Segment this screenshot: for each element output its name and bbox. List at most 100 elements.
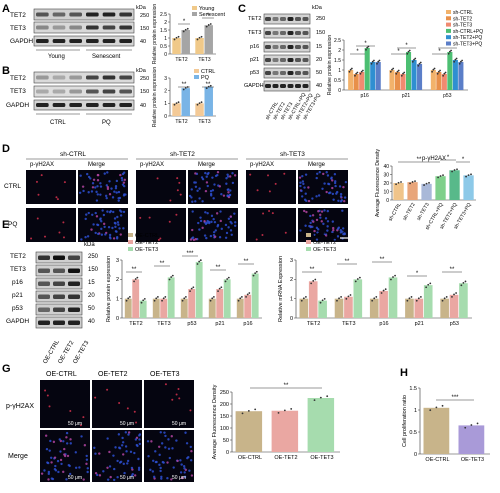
blot-band (119, 12, 132, 17)
legend-swatch (194, 75, 199, 79)
y-tick-label: 0 (116, 316, 119, 322)
nucleus (228, 175, 232, 178)
x-tick-label: TET3 (342, 321, 355, 327)
nucleus (216, 171, 220, 174)
nucleus (198, 228, 201, 231)
nucleus (159, 466, 162, 470)
data-point (415, 299, 418, 302)
nucleus (336, 235, 340, 238)
blot-strip (263, 27, 311, 39)
nucleus (124, 445, 128, 448)
blot-band (52, 12, 66, 17)
nucleus (83, 444, 87, 447)
blot-band (52, 25, 66, 30)
data-point (373, 59, 375, 62)
nucleus (134, 438, 138, 441)
nucleus (155, 460, 158, 464)
x-tick-label: p53 (443, 93, 452, 99)
blot-band (69, 39, 82, 43)
x-tick-label: OE-TET3 (310, 455, 333, 461)
column-header: sh-TET3 (280, 151, 305, 158)
y-axis-label: Relative protein expression (152, 67, 158, 128)
nucleus (96, 473, 99, 477)
bar (447, 52, 453, 90)
blot-band (69, 89, 82, 94)
nucleus (108, 180, 111, 183)
nucleus (307, 199, 311, 203)
nucleus (319, 213, 322, 217)
y-axis-label: Relative mRNA Expression (278, 256, 284, 322)
bar (452, 60, 458, 90)
data-point (359, 72, 362, 75)
y-axis-label: Average Fluorescence Density (212, 384, 218, 459)
bar (172, 103, 181, 116)
nucleus (171, 447, 174, 450)
legend-swatch (446, 10, 451, 14)
data-point (237, 299, 240, 302)
bar (204, 86, 213, 116)
nucleus (302, 182, 305, 186)
kda-mark: 40 (316, 83, 322, 89)
x-tick-label: TET2 (175, 57, 187, 63)
blot-band (68, 294, 80, 299)
y-tick-label: 1 (290, 296, 293, 302)
y-tick-label: 250 (220, 390, 229, 396)
bar (414, 298, 424, 318)
nucleus (323, 209, 326, 212)
nucleus (210, 220, 213, 224)
blot-band (272, 31, 279, 35)
data-point (161, 299, 163, 302)
nucleus (220, 193, 223, 196)
nucleus (47, 470, 51, 474)
bar (359, 72, 365, 90)
nucleus (133, 410, 136, 413)
nucleus (333, 238, 337, 242)
blot-band (119, 25, 132, 30)
nucleus (133, 451, 136, 455)
nucleus (206, 219, 209, 223)
legend-label: sh-TET3 (453, 23, 472, 29)
data-point (136, 276, 139, 279)
blot-band (53, 281, 65, 286)
nucleus (108, 233, 112, 237)
column-header: sh-CTRL (60, 151, 86, 158)
nucleus (53, 456, 57, 459)
data-point (349, 294, 352, 296)
blot-band (295, 17, 301, 21)
data-point (354, 280, 357, 283)
data-point (321, 299, 324, 302)
nucleus (123, 184, 126, 188)
nucleus (114, 187, 118, 190)
nucleus (315, 176, 318, 180)
data-point (417, 297, 420, 300)
nucleus (218, 185, 222, 188)
data-point (464, 426, 467, 429)
blot-strip (263, 41, 311, 53)
bar (370, 62, 376, 90)
nucleus (63, 454, 67, 458)
bar (388, 277, 398, 318)
nucleus (315, 218, 319, 222)
nucleus (183, 471, 186, 474)
nucleus (102, 213, 106, 217)
blot-band (302, 31, 309, 35)
nucleus (85, 462, 88, 466)
legend-label: Young (199, 6, 214, 12)
nucleus (98, 452, 101, 455)
data-point (362, 69, 364, 72)
nucleus (159, 237, 162, 240)
nucleus (112, 478, 116, 482)
blot-label: GAPDH (10, 38, 33, 45)
data-point (156, 296, 159, 298)
nucleus (303, 186, 306, 189)
nucleus (54, 464, 57, 468)
data-point (218, 287, 221, 290)
data-point (460, 284, 463, 287)
nucleus (127, 431, 131, 434)
nucleus (115, 230, 118, 233)
nucleus (94, 472, 98, 475)
nucleus (203, 220, 206, 223)
data-point (143, 297, 146, 300)
nucleus (152, 459, 155, 462)
